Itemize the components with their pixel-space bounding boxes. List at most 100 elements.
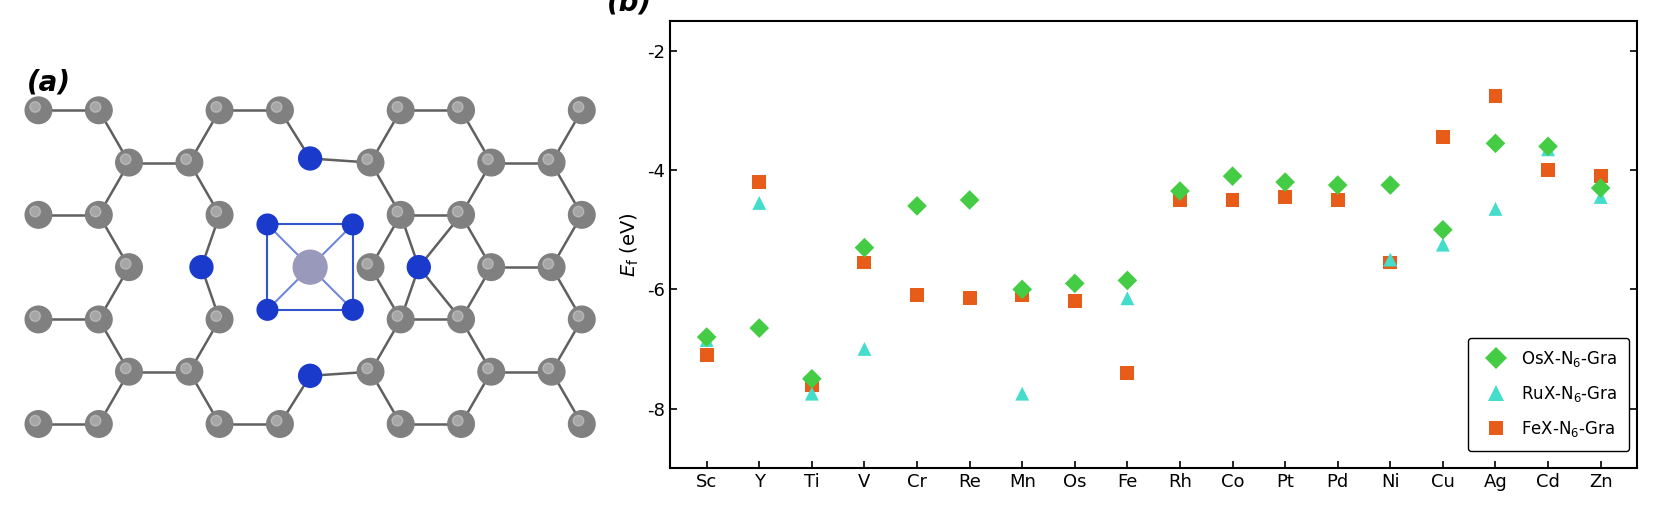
Circle shape	[538, 149, 566, 176]
Point	[1115, 294, 1141, 303]
Point	[1588, 184, 1614, 192]
Circle shape	[392, 311, 402, 322]
Circle shape	[387, 306, 414, 333]
Circle shape	[362, 259, 372, 269]
Point	[799, 375, 825, 383]
Y-axis label: $E_\mathrm{f}$ (eV): $E_\mathrm{f}$ (eV)	[619, 212, 642, 277]
Point	[1325, 196, 1351, 204]
Circle shape	[574, 415, 584, 426]
Circle shape	[212, 415, 222, 426]
Circle shape	[30, 206, 40, 217]
Point	[1062, 279, 1088, 288]
Point	[1272, 193, 1298, 201]
Point	[1115, 276, 1141, 285]
Circle shape	[180, 363, 192, 373]
Circle shape	[91, 311, 101, 322]
Point	[852, 345, 878, 353]
Circle shape	[574, 206, 584, 217]
Circle shape	[478, 149, 504, 176]
Point	[1378, 258, 1404, 267]
Point	[1535, 145, 1561, 153]
Point	[956, 294, 982, 303]
Circle shape	[342, 214, 364, 235]
Point	[1429, 133, 1456, 142]
Circle shape	[392, 102, 402, 112]
Point	[746, 178, 772, 186]
Point	[746, 324, 772, 332]
Circle shape	[266, 411, 293, 437]
Circle shape	[407, 256, 430, 279]
Point	[1009, 285, 1035, 294]
Circle shape	[569, 306, 595, 333]
Circle shape	[25, 306, 51, 333]
Point	[693, 333, 719, 341]
Circle shape	[569, 202, 595, 228]
Circle shape	[212, 206, 222, 217]
Circle shape	[392, 206, 402, 217]
Point	[1166, 196, 1193, 204]
Circle shape	[91, 415, 101, 426]
Circle shape	[271, 415, 281, 426]
Circle shape	[91, 102, 101, 112]
Circle shape	[86, 202, 112, 228]
Point	[693, 336, 719, 344]
Circle shape	[299, 364, 321, 387]
Circle shape	[299, 147, 321, 170]
Circle shape	[478, 254, 504, 280]
Point	[903, 291, 930, 299]
Circle shape	[478, 359, 504, 385]
Circle shape	[30, 311, 40, 322]
Point	[1482, 205, 1508, 213]
Circle shape	[212, 102, 222, 112]
Circle shape	[256, 299, 278, 320]
Point	[1429, 240, 1456, 249]
Circle shape	[387, 411, 414, 437]
Point	[1588, 193, 1614, 201]
Circle shape	[207, 411, 233, 437]
Circle shape	[543, 154, 554, 165]
Circle shape	[569, 97, 595, 124]
Circle shape	[190, 256, 213, 279]
Point	[1482, 92, 1508, 100]
Point	[1429, 225, 1456, 234]
Circle shape	[25, 97, 51, 124]
Circle shape	[448, 97, 475, 124]
Circle shape	[121, 363, 131, 373]
Circle shape	[453, 415, 463, 426]
Circle shape	[574, 311, 584, 322]
Circle shape	[543, 363, 554, 373]
Circle shape	[175, 359, 203, 385]
Point	[1272, 178, 1298, 186]
Point	[1062, 297, 1088, 306]
Text: (b): (b)	[607, 0, 652, 17]
Point	[1378, 256, 1404, 264]
Circle shape	[387, 202, 414, 228]
Point	[1219, 172, 1245, 180]
Circle shape	[116, 254, 142, 280]
Circle shape	[362, 154, 372, 165]
Point	[799, 380, 825, 389]
Point	[1588, 172, 1614, 180]
Circle shape	[453, 206, 463, 217]
Circle shape	[207, 202, 233, 228]
Circle shape	[357, 359, 384, 385]
Point	[1482, 139, 1508, 148]
Circle shape	[86, 306, 112, 333]
Circle shape	[256, 214, 278, 235]
Point	[903, 202, 930, 210]
Point	[746, 199, 772, 207]
Legend: OsX-N$_6$-Gra, RuX-N$_6$-Gra, FeX-N$_6$-Gra: OsX-N$_6$-Gra, RuX-N$_6$-Gra, FeX-N$_6$-…	[1467, 338, 1629, 451]
Circle shape	[86, 411, 112, 437]
Point	[1009, 291, 1035, 299]
Circle shape	[180, 154, 192, 165]
Circle shape	[387, 97, 414, 124]
Point	[852, 243, 878, 252]
Circle shape	[266, 97, 293, 124]
Circle shape	[116, 149, 142, 176]
Circle shape	[91, 206, 101, 217]
Point	[956, 196, 982, 204]
Circle shape	[362, 363, 372, 373]
Point	[1535, 166, 1561, 175]
Circle shape	[271, 102, 281, 112]
Point	[1325, 181, 1351, 189]
